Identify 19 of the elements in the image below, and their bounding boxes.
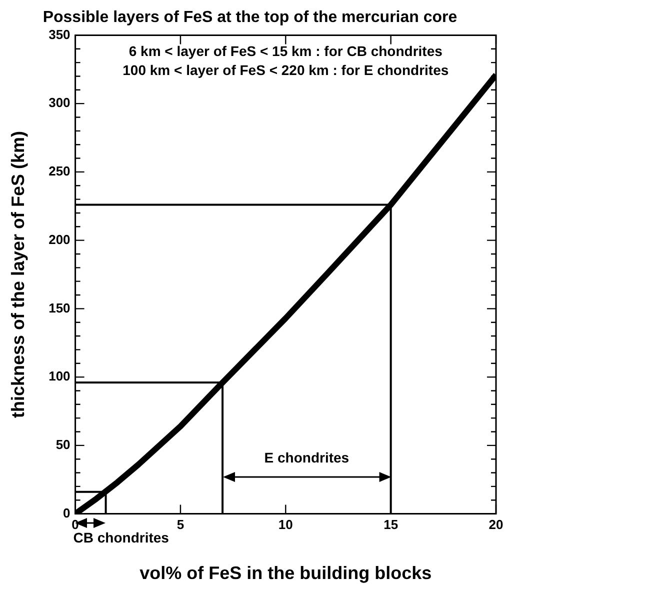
annotation: E chondrites [264,450,350,466]
y-tick-label: 150 [48,300,70,316]
text: CB chondrites [73,530,170,546]
x-tick-label: 10 [278,517,293,532]
annotation: 100 km < layer of FeS < 220 km : for E chondrites [122,62,449,78]
y-tick-label: 250 [48,164,70,179]
y-tick-label: 350 [48,26,70,42]
x-tick-label: 5 [176,517,184,532]
x-tick-label: 20 [488,517,504,532]
y-tick-label: 100 [48,368,70,384]
chart-title: Possible layers of FeS at the top of the mercurian core [42,9,458,26]
y-tick-label: 200 [48,232,70,247]
y-tick-label: 0 [63,505,70,520]
y-axis-title: thickness of the layer of FeS (km) [8,130,28,418]
y-tick-label: 300 [48,95,70,110]
x-axis-title: vol% of FeS in the building blocks [140,563,432,584]
annotation: 6 km < layer of FeS < 15 km : for CB chondrites [128,43,443,60]
y-tick-label: 50 [56,437,70,452]
x-tick-label: 15 [384,517,398,532]
